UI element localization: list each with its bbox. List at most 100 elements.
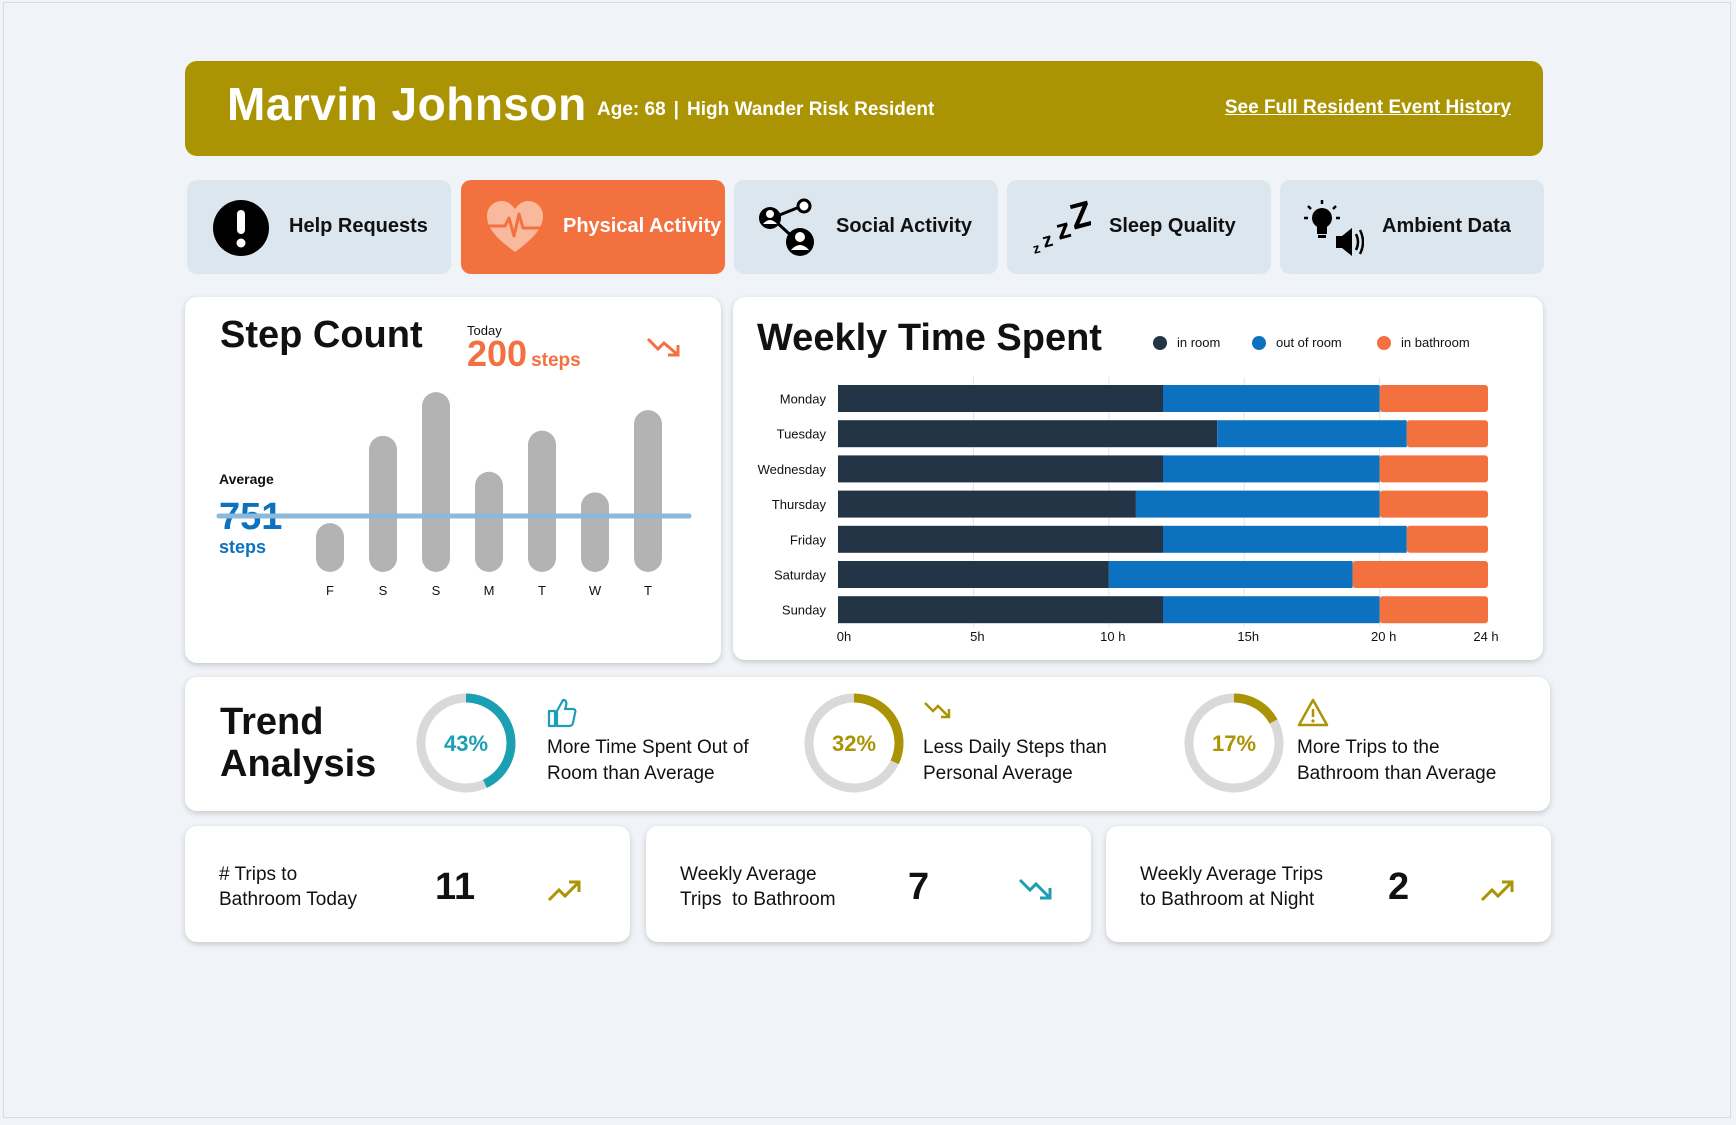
today-steps: 200 steps xyxy=(467,333,581,375)
trend-text-line: Less Daily Steps than xyxy=(923,737,1107,758)
trend-text-line: More Time Spent Out of xyxy=(547,737,749,758)
day-label: Tuesday xyxy=(777,427,827,442)
day-label: Wednesday xyxy=(758,462,827,477)
trend-text-line: Room than Average xyxy=(547,763,715,784)
social-network-icon xyxy=(759,198,814,256)
zzz-icon: z z z Z xyxy=(1031,198,1091,257)
stacked-bar-segment xyxy=(838,490,1136,518)
stacked-bar-segment xyxy=(1352,561,1488,588)
x-tick-label: 20 h xyxy=(1371,629,1396,644)
trend-title-line2: Analysis xyxy=(220,743,377,785)
exclamation-icon xyxy=(213,200,269,256)
legend-in-bathroom: in bathroom xyxy=(1377,335,1470,350)
stacked-bar-segment xyxy=(1379,596,1488,624)
step-bar-label: M xyxy=(484,583,495,598)
legend-label: out of room xyxy=(1276,335,1342,350)
stacked-bar-segment xyxy=(1163,525,1407,553)
trend-down-icon xyxy=(646,337,680,357)
stacked-bar-segment xyxy=(1163,596,1380,624)
weekly-time-title: Weekly Time Spent xyxy=(757,317,1102,359)
day-label: Saturday xyxy=(774,568,827,583)
stacked-bar-segment xyxy=(1406,420,1488,448)
trend-text-out-of-room: More Time Spent Out of Room than Average xyxy=(547,735,749,787)
stat-label-line: Trips to Bathroom xyxy=(680,889,836,910)
thumbs-up-icon xyxy=(547,698,577,728)
heart-pulse-icon xyxy=(487,201,543,252)
resident-meta: Age: 68 | High Wander Risk Resident xyxy=(597,99,934,121)
average-steps-unit: steps xyxy=(219,537,267,557)
trend-up-icon xyxy=(547,880,581,902)
trend-ring-out-of-room: 43% xyxy=(416,693,516,793)
x-tick-label: 10 h xyxy=(1100,629,1125,644)
event-history-link[interactable]: See Full Resident Event History xyxy=(1224,97,1511,118)
step-bar xyxy=(475,471,503,572)
trend-text-daily-steps: Less Daily Steps than Personal Average xyxy=(923,735,1107,787)
today-label: Today xyxy=(467,323,502,338)
legend-dot xyxy=(1252,335,1266,350)
stacked-bar-segment xyxy=(1163,455,1380,483)
tab-ambient-data[interactable]: Ambient Data xyxy=(1280,180,1544,274)
x-tick-label: 0h xyxy=(837,629,851,644)
tab-physical-activity[interactable]: Physical Activity xyxy=(461,180,725,274)
today-steps-value: 200 xyxy=(467,333,528,374)
warning-icon xyxy=(1297,698,1329,727)
today-steps-unit: steps xyxy=(531,350,581,371)
stat-label: # Trips to Bathroom Today xyxy=(219,862,357,912)
stacked-bar-segment xyxy=(838,596,1163,624)
stat-label-line: Weekly Average xyxy=(680,864,817,885)
resident-age: Age: 68 xyxy=(597,99,666,120)
legend-label: in bathroom xyxy=(1401,335,1470,350)
tab-label: Ambient Data xyxy=(1382,215,1511,237)
trend-percent: 17% xyxy=(1212,731,1256,756)
trend-text-bathroom-trips: More Trips to the Bathroom than Average xyxy=(1297,735,1496,787)
stat-label-line: to Bathroom at Night xyxy=(1140,889,1315,910)
legend-in-room: in room xyxy=(1153,335,1220,350)
weekly-time-card: Weekly Time Spent in room out of room in… xyxy=(733,297,1543,660)
stacked-bar-segment xyxy=(1406,525,1488,553)
stacked-bar-segment xyxy=(1379,490,1488,518)
stat-card-trips-today: # Trips to Bathroom Today 11 xyxy=(185,826,630,942)
stacked-bar-segment xyxy=(838,561,1109,588)
stat-label: Weekly Average Trips to Bathroom xyxy=(680,862,836,912)
tab-social-activity[interactable]: Social Activity xyxy=(734,180,998,274)
tab-label: Help Requests xyxy=(289,215,428,237)
step-bar-label: T xyxy=(644,583,652,598)
weekly-time-chart: Monday Tuesday Wednesday Thursday Friday Satu… xyxy=(758,377,1499,644)
stat-label-line: # Trips to xyxy=(219,864,298,885)
tab-sleep-quality[interactable]: z z z Z Sleep Quality xyxy=(1007,180,1271,274)
tab-help-requests[interactable]: Help Requests xyxy=(187,180,451,274)
step-count-card: Step Count Today 200 steps Average 751 st… xyxy=(185,297,721,663)
stat-value: 7 xyxy=(908,866,930,908)
trend-title-line1: Trend xyxy=(220,701,324,743)
trend-ring-bathroom-trips: 17% xyxy=(1184,693,1284,793)
legend-label: in room xyxy=(1177,335,1221,350)
resident-risk: High Wander Risk Resident xyxy=(686,99,935,120)
stacked-bar-segment xyxy=(838,420,1218,448)
step-bar xyxy=(528,430,556,572)
trend-text-line: Personal Average xyxy=(923,763,1073,784)
average-label: Average xyxy=(219,471,274,487)
step-bar xyxy=(634,410,662,572)
step-bar xyxy=(369,435,397,572)
x-tick-label: 5h xyxy=(970,629,984,644)
x-tick-label: 24 h xyxy=(1473,629,1498,644)
trend-text-line: More Trips to the xyxy=(1297,737,1440,758)
stacked-bar-segment xyxy=(838,455,1163,483)
day-label: Thursday xyxy=(772,497,827,512)
svg-text:z: z xyxy=(1040,229,1055,253)
trend-text-line: Bathroom than Average xyxy=(1297,763,1497,784)
tab-label: Sleep Quality xyxy=(1109,215,1236,237)
trend-down-icon xyxy=(1018,878,1052,900)
stacked-bar-segment xyxy=(1379,385,1488,412)
day-label: Friday xyxy=(790,532,827,547)
legend-out-of-room: out of room xyxy=(1252,335,1342,350)
legend-dot xyxy=(1153,335,1167,350)
meta-separator: | xyxy=(673,99,679,120)
stacked-bar-segment xyxy=(838,525,1163,553)
resident-header: Marvin Johnson Age: 68 | High Wander Risk … xyxy=(185,61,1543,156)
x-tick-label: 15h xyxy=(1237,629,1259,644)
day-label: Sunday xyxy=(782,603,827,618)
stat-card-night-trips: Weekly Average Trips to Bathroom at Nigh… xyxy=(1106,826,1551,942)
stat-label-line: Bathroom Today xyxy=(219,889,358,910)
